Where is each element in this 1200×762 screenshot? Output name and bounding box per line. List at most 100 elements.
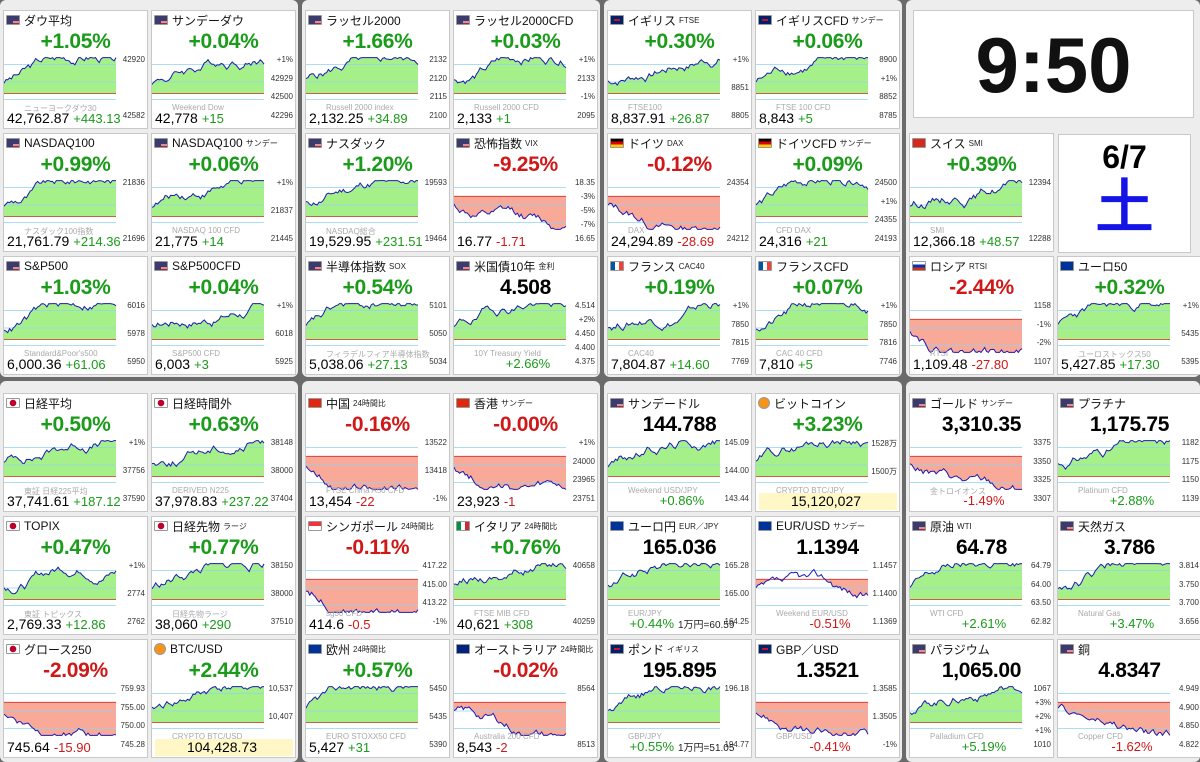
chart-area: [306, 303, 418, 340]
market-card[interactable]: ユーロ円 EUR／JPY 165.036 165.28 165.00 164.25 EU…: [607, 516, 752, 635]
market-card[interactable]: パラジウム 1,065.00 1067 +3% +2% +1% 1010 Palladium…: [909, 639, 1054, 758]
market-card[interactable]: シンガポール 24時間比 -0.11% 417.22 415.00 413.22 -1%…: [305, 516, 450, 635]
card-header: ラッセル2000: [306, 11, 449, 29]
axis-tick-label: -7%: [580, 220, 595, 229]
market-card[interactable]: GBP／USD 1.3521 1.3585 1.3505 -1% GBP/USD -0.…: [755, 639, 900, 758]
market-card[interactable]: フランス CAC40 +0.19% +1% 7850 7815 7769 CAC40 7,8…: [607, 256, 752, 375]
axis-tick-label: 37510: [270, 617, 293, 626]
price-line: [454, 56, 567, 85]
market-card[interactable]: プラチナ 1,175.75 1182 1175 1150 1139 Platinum CF…: [1057, 393, 1200, 512]
chart-watermark: EUR/JPY: [628, 609, 662, 618]
market-card[interactable]: EUR/USD サンデー 1.1394 1.1457 1.1400 1.1369 Wee…: [755, 516, 900, 635]
axis-tick-label: 18.35: [574, 178, 595, 187]
card-title: サンデードル: [628, 396, 701, 411]
market-card[interactable]: S&P500 +1.03% 6016 5978 5950 Standard&Poor's…: [3, 256, 148, 375]
market-card[interactable]: 香港 サンデー -0.00% +1% 24000 23965 23751 23,923 -…: [453, 393, 598, 512]
price-line: [152, 58, 265, 85]
axis-tick-label: 5978: [127, 329, 145, 338]
card-headline-value: -0.16%: [345, 413, 410, 436]
market-card[interactable]: スイス SMI +0.39% 12394 12288 SMI 12,366.18 +48…: [909, 133, 1054, 252]
market-card[interactable]: イタリア 24時間比 +0.76% 40658 40259 FTSE MIB CFD 4…: [453, 516, 598, 635]
axis-tick-label: 19464: [424, 234, 447, 243]
market-card[interactable]: サンデーダウ +0.04% +1% 42929 42500 42296 Weekend D…: [151, 10, 296, 129]
card-title: ロシア: [930, 259, 967, 274]
chart-watermark: Weekend EUR/USD: [776, 609, 848, 618]
axis-tick-label: +1%: [1034, 726, 1051, 735]
market-card[interactable]: 恐怖指数 VIX -9.25% 18.35 -3% -5% -7% 16.65 16.77 …: [453, 133, 598, 252]
chart-area: [756, 440, 868, 477]
price-chart: [4, 693, 117, 737]
market-card[interactable]: ゴールド サンデー 3,310.35 3375 3350 3325 3307 金トロイオン…: [909, 393, 1054, 512]
chart-area: [756, 579, 868, 598]
market-card[interactable]: TOPIX +0.47% +1% 2774 2762 東証 トピックス 2,769.33 …: [3, 516, 148, 635]
flag-icon: [912, 644, 926, 654]
market-card[interactable]: 天然ガス 3.786 3.814 3.750 3.700 3.656 Natural Ga…: [1057, 516, 1200, 635]
card-title: ダウ平均: [24, 13, 73, 28]
chart-area: [152, 686, 264, 723]
chart-area: [454, 303, 566, 340]
market-card[interactable]: 銅 4.8347 4.949 4.900 4.850 4.822 Copper CFD -…: [1057, 639, 1200, 758]
market-card[interactable]: 欧州 24時間比 +0.57% 5450 5435 5390 EURO STOXX50 …: [305, 639, 450, 758]
axis-tick-label: +3%: [1034, 698, 1051, 707]
market-card[interactable]: NASDAQ100 サンデー +0.06% +1% 21837 21445 NASDAQ…: [151, 133, 296, 252]
market-card[interactable]: ユーロ50 +0.32% +1% 5435 5395 ユーロストックス50 5,427.8…: [1057, 256, 1200, 375]
card-subtitle: サンデー: [851, 15, 884, 25]
chart-watermark: 東証 トピックス: [24, 610, 82, 619]
card-price: 13,454: [309, 493, 352, 509]
card-header: スイス SMI: [910, 134, 1053, 152]
card-change: +231.51: [375, 234, 423, 249]
card-price: 21,775: [155, 233, 198, 249]
market-card[interactable]: 中国 24時間比 -0.16% 13522 13418 -1% FTSE China A…: [305, 393, 450, 512]
market-card[interactable]: グロース250 -2.09% 759.93 755.00 750.00 745.28 74…: [3, 639, 148, 758]
market-card[interactable]: ラッセル2000CFD +0.03% +1% 2133 -1% 2095 Russell …: [453, 10, 598, 129]
card-change: +214.36: [73, 234, 121, 249]
card-footer: 19,529.95 +231.51: [309, 233, 447, 250]
chart-watermark: Russell 2000 index: [326, 103, 394, 112]
card-title: 香港: [474, 396, 499, 411]
price-chart: [152, 58, 265, 100]
market-card[interactable]: サンデードル 144.788 145.09 144.00 143.44 Weekend …: [607, 393, 752, 512]
market-card[interactable]: イギリスCFD サンデー +0.06% 8900 +1% 8852 8785 FTSE 1…: [755, 10, 900, 129]
card-price: 8,843: [759, 110, 795, 126]
market-card[interactable]: フランスCFD +0.07% +1% 7850 7816 7746 CAC 40 CFD 7…: [755, 256, 900, 375]
price-line: [756, 439, 869, 462]
market-card[interactable]: ビットコイン +3.23%1528万1500万1461万CRYPTO BTC/J…: [755, 393, 900, 512]
axis-tick-label: 144.00: [724, 466, 749, 475]
market-card[interactable]: ロシア RTSI -2.44% 1158 -1% -2% 1107 RTSI 1,109.4…: [909, 256, 1054, 375]
chart-watermark: Natural Gas: [1078, 609, 1121, 618]
card-headline-value: 144.788: [642, 413, 717, 436]
card-change: -15.90: [53, 740, 91, 755]
chart-watermark: Weekend USD/JPY: [628, 486, 698, 495]
chart-area: [608, 440, 720, 477]
market-card[interactable]: 原油 WTI 64.78 64.79 64.00 63.50 62.82 WTI CFD …: [909, 516, 1054, 635]
card-headline-value: +0.57%: [342, 659, 413, 682]
price-line: [454, 466, 567, 490]
market-card[interactable]: ラッセル2000 +1.66% 2132 2120 2115 2100 Russell 2…: [305, 10, 450, 129]
market-card[interactable]: ドイツCFD サンデー +0.09% 24500 +1% 24355 24193 CFD …: [755, 133, 900, 252]
market-card[interactable]: ダウ平均 +1.05% 42920 42582 ニューヨークダウ30 42,762.87…: [3, 10, 148, 129]
flag-icon: [912, 398, 926, 408]
card-title: ゴールド: [930, 396, 979, 411]
card-change: +2.88%: [1109, 493, 1155, 508]
card-price: 42,778: [155, 110, 198, 126]
market-card[interactable]: ポンド イギリス 195.895 196.18 194.77 GBP/JPY +0.5…: [607, 639, 752, 758]
date-panel: 6/7 土: [1058, 134, 1191, 253]
market-card[interactable]: 日経平均 +0.50% +1% 37756 37590 東証 日経225平均 37,741…: [3, 393, 148, 512]
market-card[interactable]: オーストラリア 24時間比 -0.02% 8564 8513 Australia 20…: [453, 639, 598, 758]
card-change: +17.30: [1119, 357, 1160, 372]
card-headline-value: -0.11%: [345, 536, 410, 559]
market-card[interactable]: 日経先物 ラージ +0.77% 38150 38000 37510 日経先物ラージ 38,…: [151, 516, 296, 635]
price-chart: [4, 56, 117, 100]
market-card[interactable]: ドイツ DAX -0.12% 24354 24212 DAX 24,294.89 -28…: [607, 133, 752, 252]
price-chart: [910, 310, 1023, 354]
market-card[interactable]: ナスダック +1.20% 19593 19464 NASDAQ総合 19,529.95 …: [305, 133, 450, 252]
market-card[interactable]: S&P500CFD +0.04% +1% 6018 5925 S&P500 CFD 6,0…: [151, 256, 296, 375]
card-headline-value: +0.03%: [490, 30, 561, 53]
market-card[interactable]: イギリス FTSE +0.30% +1% 8851 8805 FTSE100 8,837.…: [607, 10, 752, 129]
market-card[interactable]: 半導体指数 SOX +0.54% 5101 5050 5034 フィラデルフィア半導体指…: [305, 256, 450, 375]
market-card[interactable]: 米国債10年 金利 4.508 4.514 +2% 4.450 4.400 4.375 10…: [453, 256, 598, 375]
market-card[interactable]: 日経時間外 +0.63% 38148 38000 37404 DERIVED N225 3…: [151, 393, 296, 512]
market-card[interactable]: NASDAQ100 +0.99% 21836 21696 ナスダック100指数 21,7…: [3, 133, 148, 252]
card-footer: 37,741.61 +187.12: [7, 493, 145, 510]
